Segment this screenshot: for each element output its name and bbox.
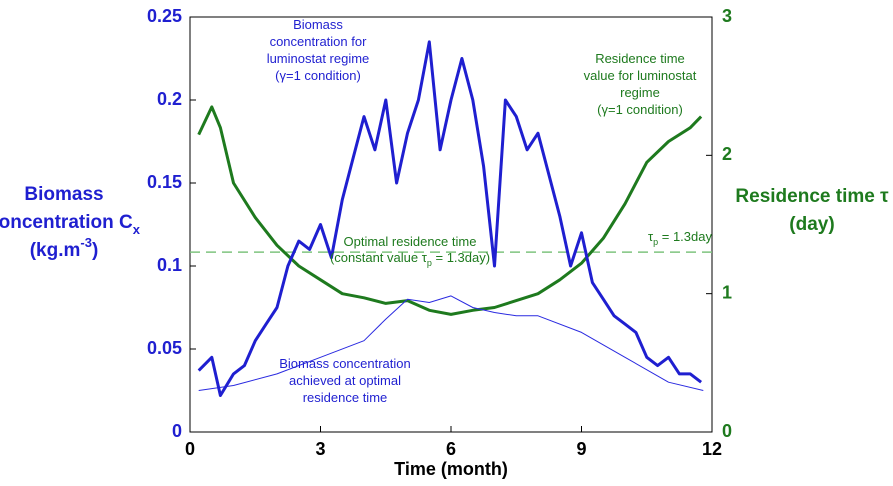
y2-tick-label: 3 xyxy=(722,6,732,26)
y-axis-label-part: (kg.m xyxy=(30,240,81,261)
annotation: (constant value τp = 1.3day) xyxy=(330,250,490,268)
annotation: (γ=1 condition) xyxy=(597,102,683,117)
annotation-part: achieved at optimal xyxy=(289,373,401,388)
y-axis-label: (kg.m-3) xyxy=(30,235,99,261)
y-axis-label-part: x xyxy=(133,222,141,237)
annotation: regime xyxy=(620,85,660,100)
x-tick-label: 3 xyxy=(315,439,325,459)
series-line xyxy=(197,105,703,316)
annotation-part: Optimal residence time xyxy=(344,234,477,249)
y-axis-label: Biomass xyxy=(24,184,103,205)
annotation-part: (γ=1 condition) xyxy=(275,68,361,83)
y2-axis-label-part: Residence time τ xyxy=(735,186,889,207)
annotation-part: τ xyxy=(648,229,654,244)
y2-tick-label: 0 xyxy=(722,421,732,441)
annotation: luminostat regime xyxy=(267,51,370,66)
y-axis-label: concentration Cx xyxy=(0,212,141,237)
y2-tick-label: 1 xyxy=(722,282,732,302)
annotation: achieved at optimal xyxy=(289,373,401,388)
annotation: Optimal residence time xyxy=(344,234,477,249)
y-tick-label: 0.2 xyxy=(157,89,182,109)
series-line xyxy=(198,295,704,391)
annotation-part: p xyxy=(653,237,658,247)
annotation-part: value for luminostat xyxy=(584,68,697,83)
y2-axis-label-part: (day) xyxy=(789,214,834,235)
annotation: Biomass concentration xyxy=(279,356,411,371)
x-axis-label: Time (month) xyxy=(394,459,508,479)
y-tick-label: 0 xyxy=(172,421,182,441)
annotation: concentration for xyxy=(270,34,368,49)
y-tick-label: 0.25 xyxy=(147,6,182,26)
x-tick-label: 6 xyxy=(446,439,456,459)
annotation: residence time xyxy=(303,390,388,405)
annotation-part: (constant value τ xyxy=(330,250,428,265)
annotation-part: luminostat regime xyxy=(267,51,370,66)
y2-axis-label: (day) xyxy=(789,214,834,235)
annotation: τp = 1.3day xyxy=(648,229,713,247)
y-tick-label: 0.15 xyxy=(147,172,182,192)
annotation: Residence time xyxy=(595,51,685,66)
y-axis-label-part: ) xyxy=(92,240,98,261)
annotation-part: Residence time xyxy=(595,51,685,66)
y-axis-label-part: Biomass xyxy=(24,184,103,205)
annotation-part: residence time xyxy=(303,390,388,405)
x-tick-label: 9 xyxy=(576,439,586,459)
y-axis-label-part: -3 xyxy=(80,235,92,250)
y-tick-label: 0.1 xyxy=(157,255,182,275)
annotation-part: = 1.3day xyxy=(658,229,712,244)
annotation-part: concentration for xyxy=(270,34,368,49)
annotation-part: (γ=1 condition) xyxy=(597,102,683,117)
y2-tick-label: 2 xyxy=(722,144,732,164)
y-tick-label: 0.05 xyxy=(147,338,182,358)
annotation-part: = 1.3day) xyxy=(432,250,490,265)
annotation-part: Biomass concentration xyxy=(279,356,411,371)
y2-axis-label: Residence time τ xyxy=(735,186,889,207)
annotation-part: Biomass xyxy=(293,17,343,32)
annotation-part: p xyxy=(427,258,432,268)
annotation-part: regime xyxy=(620,85,660,100)
annotation: Biomass xyxy=(293,17,343,32)
y-axis-label-part: concentration C xyxy=(0,212,133,233)
x-tick-label: 12 xyxy=(702,439,722,459)
annotation: value for luminostat xyxy=(584,68,697,83)
series-line xyxy=(197,40,703,397)
x-tick-label: 0 xyxy=(185,439,195,459)
annotation: (γ=1 condition) xyxy=(275,68,361,83)
